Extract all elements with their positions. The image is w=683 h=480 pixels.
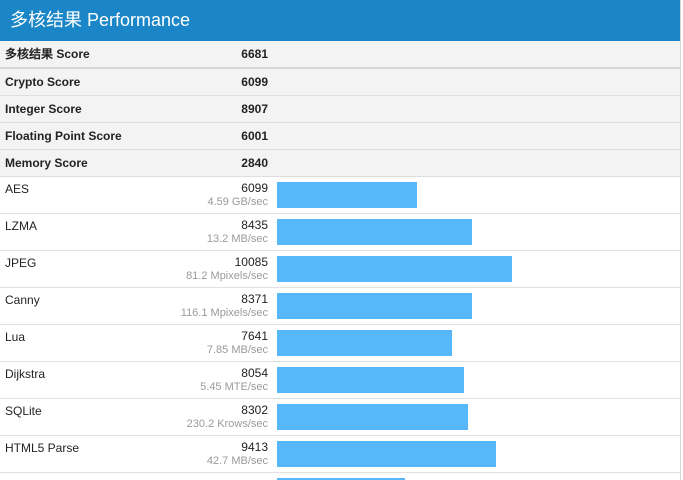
benchmark-bar-track [277,256,653,282]
benchmark-row-sqlite: SQLite 8302 230.2 Krows/sec [0,399,680,436]
benchmark-name: SQLite [5,404,42,418]
benchmark-bar-track [277,219,653,245]
benchmark-rate: 81.2 Mpixels/sec [186,270,268,282]
benchmark-row-lua: Lua 7641 7.85 MB/sec [0,325,680,362]
benchmark-bar-track [277,330,653,356]
summary-row-memory: Memory Score 2840 [0,150,680,177]
panel-title: 多核结果 Performance [0,0,680,41]
benchmark-bar-track [277,441,653,467]
benchmark-rate: 13.2 MB/sec [206,233,268,245]
benchmark-name: AES [5,182,30,196]
benchmark-rate: 230.2 Krows/sec [186,418,268,430]
benchmark-bar-track [277,404,653,430]
summary-label: Memory Score [5,156,88,170]
benchmark-row-canny: Canny 8371 116.1 Mpixels/sec [0,288,680,325]
summary-row-floating-point: Floating Point Score 6001 [0,123,680,150]
benchmark-rate: 5.45 MTE/sec [200,381,268,393]
benchmark-bar [277,404,468,430]
summary-label: Crypto Score [5,75,81,89]
benchmark-score: 8302 [241,403,268,417]
benchmark-bar [277,219,473,245]
benchmark-score: 9413 [241,440,268,454]
benchmark-bar-track [277,367,653,393]
summary-row-total: 多核结果 Score 6681 [0,41,680,69]
benchmark-bar [277,256,512,282]
benchmark-bar [277,330,452,356]
summary-label: Integer Score [5,102,82,116]
benchmark-bar [277,182,417,208]
benchmark-score: 8054 [241,366,268,380]
benchmark-score: 6099 [241,181,268,195]
benchmark-rate: 4.59 GB/sec [207,196,268,208]
benchmark-name: JPEG [5,256,37,270]
benchmark-name: LZMA [5,219,38,233]
benchmark-score: 8371 [241,292,268,306]
summary-label: 多核结果 Score [5,47,90,61]
benchmark-row-aes: AES 6099 4.59 GB/sec [0,177,680,214]
benchmark-bar [277,367,464,393]
benchmark-row-jpeg: JPEG 10085 81.2 Mpixels/sec [0,251,680,288]
summary-value: 6681 [241,47,268,61]
benchmark-name: Lua [5,330,26,344]
benchmark-rate: 116.1 Mpixels/sec [180,307,268,319]
benchmark-rate: 42.7 MB/sec [206,455,268,467]
summary-value: 6099 [241,75,268,89]
benchmark-score: 7641 [241,329,268,343]
benchmark-score: 8435 [241,218,268,232]
benchmark-bar [277,441,496,467]
benchmark-row-html5-parse: HTML5 Parse 9413 42.7 MB/sec [0,436,680,473]
benchmark-score: 10085 [234,255,268,269]
summary-label: Floating Point Score [5,129,122,143]
benchmark-name: HTML5 Parse [5,441,80,455]
benchmark-row-dijkstra: Dijkstra 8054 5.45 MTE/sec [0,362,680,399]
summary-value: 8907 [241,102,268,116]
next-benchmark-bar-partial [277,478,405,480]
benchmark-bar-track [277,293,653,319]
benchmark-row-lzma: LZMA 8435 13.2 MB/sec [0,214,680,251]
benchmark-rate: 7.85 MB/sec [206,344,268,356]
benchmark-bar [277,293,473,319]
benchmark-name: Dijkstra [5,367,46,381]
summary-value: 6001 [241,129,268,143]
summary-row-crypto: Crypto Score 6099 [0,69,680,96]
summary-value: 2840 [241,156,268,170]
benchmark-name: Canny [5,293,40,307]
benchmark-bar-track [277,182,653,208]
summary-row-integer: Integer Score 8907 [0,96,680,123]
